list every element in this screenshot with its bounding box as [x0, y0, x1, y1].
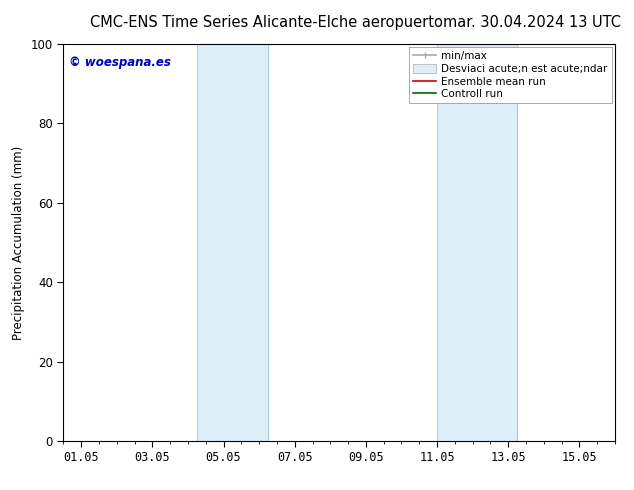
Text: CMC-ENS Time Series Alicante-Elche aeropuerto: CMC-ENS Time Series Alicante-Elche aerop… [90, 15, 443, 30]
Bar [197, 44, 268, 441]
Bar [437, 44, 517, 441]
Legend: min/max, Desviaci acute;n est acute;ndar, Ensemble mean run, Controll run: min/max, Desviaci acute;n est acute;ndar… [409, 47, 612, 103]
Text: mar. 30.04.2024 13 UTC: mar. 30.04.2024 13 UTC [443, 15, 621, 30]
Text: © woespana.es: © woespana.es [69, 56, 171, 69]
Y-axis label: Precipitation Accumulation (mm): Precipitation Accumulation (mm) [12, 146, 25, 340]
